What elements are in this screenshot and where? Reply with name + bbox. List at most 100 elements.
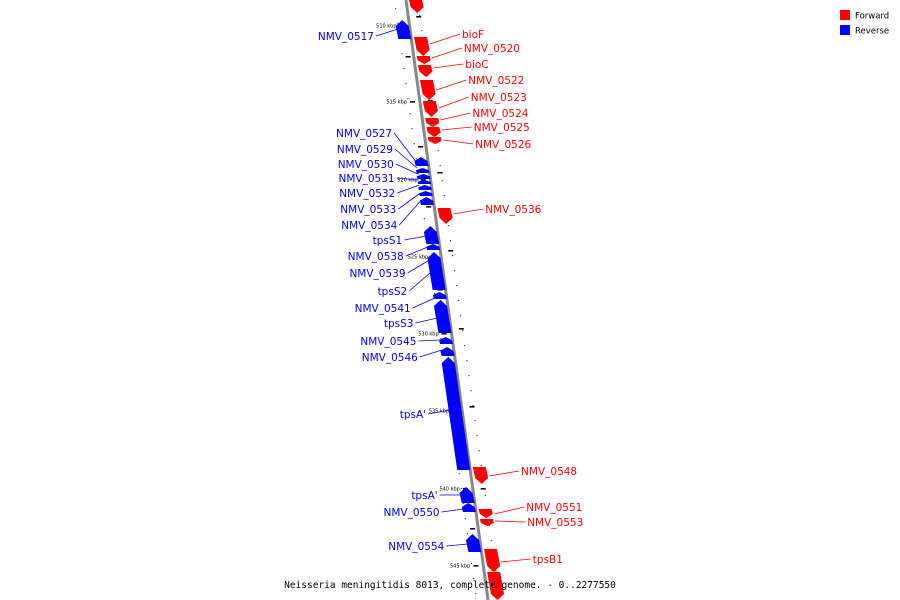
forward-gene [484, 549, 501, 572]
genes [395, 0, 504, 600]
kbp-tick [441, 333, 447, 335]
tick-dot [458, 300, 460, 302]
tick-dot [451, 255, 454, 257]
kbp-label: 525 kbp [408, 255, 428, 261]
leader-line [394, 148, 418, 169]
tick-dash [426, 206, 432, 208]
leader-line [438, 96, 469, 109]
gene-label: NMV_0538 [348, 251, 404, 263]
tick-dot [439, 165, 441, 167]
tick-dot [409, 113, 411, 115]
gene-label: bioF [462, 29, 484, 41]
forward-gene [416, 56, 431, 64]
leader-line [395, 163, 418, 175]
gene-label: NMV_0530 [338, 159, 394, 171]
gene-label: NMV_0533 [340, 204, 396, 216]
leader-line [436, 79, 467, 91]
tick-dot [478, 450, 480, 452]
tick-dot [395, 8, 397, 10]
leader-line [441, 508, 464, 513]
tick-dot [421, 30, 423, 32]
reverse-gene [426, 244, 441, 250]
gene-label: NMV_0527 [336, 128, 392, 140]
forward-gene [419, 80, 436, 100]
reverse-gene [415, 168, 430, 173]
leader-line [396, 177, 419, 181]
gene-label: NMV_0532 [339, 188, 395, 200]
legend-swatch [840, 10, 850, 20]
tick-dash [417, 146, 423, 148]
kbp-label: 510 kbp [376, 24, 396, 30]
tick-dash [405, 56, 411, 58]
tick-dot [466, 360, 468, 362]
leader-line [453, 208, 484, 215]
reverse-gene [418, 185, 432, 190]
tick-dash [448, 250, 454, 252]
tick-dot [472, 405, 474, 407]
legend-swatch [840, 25, 850, 35]
gene-label: NMV_0526 [475, 139, 531, 151]
tick-dot [415, 158, 417, 160]
gene-label: NMV_0520 [464, 43, 520, 55]
forward-gene [426, 127, 441, 137]
leader-line [404, 235, 427, 241]
tick-dot [474, 420, 476, 422]
gene-label: bioC [465, 59, 488, 71]
kbp-tick [420, 179, 426, 181]
tick-dash [437, 172, 443, 174]
tick-dot [494, 570, 497, 572]
gene-label: tpsA' [400, 409, 426, 421]
reverse-gene [459, 487, 475, 503]
kbp-label: 515 kbp [387, 100, 407, 106]
reverse-gene [432, 292, 447, 299]
leader-line [419, 349, 442, 358]
tick-dot [464, 345, 466, 347]
tick-dot [411, 128, 413, 130]
tick-dot [397, 23, 399, 25]
gene-label: NMV_0551 [526, 502, 582, 514]
tick-dot [460, 315, 462, 317]
tick-dot [488, 525, 490, 527]
forward-gene [414, 37, 430, 56]
gene-label: tpsB1 [533, 554, 563, 566]
gene-label: NMV_0534 [341, 220, 397, 232]
tick-dot [443, 195, 445, 197]
legend-label: Forward [855, 12, 889, 22]
tick-dot [437, 150, 439, 152]
leader-line [407, 259, 430, 274]
forward-gene [422, 101, 438, 117]
leader-line [393, 132, 417, 163]
tick-dot [462, 330, 464, 332]
forward-gene [427, 137, 442, 144]
reverse-gene [419, 197, 435, 205]
gene-label: NMV_0525 [474, 122, 530, 134]
kbp-tick [409, 101, 415, 103]
tick-dot [440, 338, 442, 340]
gene-label: tpsS1 [373, 235, 403, 247]
reverse-gene [414, 157, 429, 166]
tick-dot [476, 435, 478, 437]
gene-label: NMV_0517 [318, 31, 374, 43]
leader-line [397, 184, 420, 194]
tick-dot [455, 285, 458, 287]
tick-dash [480, 488, 486, 490]
forward-gene [409, 0, 424, 13]
forward-gene [479, 519, 494, 526]
tick-dot [419, 15, 421, 17]
reverse-gene [465, 534, 482, 552]
reverse-gene [461, 503, 476, 512]
tick-dot [447, 225, 449, 227]
leader-line [405, 246, 428, 257]
leader-line [408, 271, 432, 292]
reverse-gene [395, 20, 412, 39]
tick-dot [403, 68, 405, 70]
tick-dot [413, 143, 415, 145]
leader-line [446, 543, 469, 547]
tick-dash [416, 16, 422, 18]
reverse-gene [427, 252, 446, 290]
tick-dot [449, 240, 452, 242]
gene-label: tpsS3 [384, 318, 414, 330]
tick-dot [470, 563, 473, 565]
gene-label: NMV_0529 [337, 144, 393, 156]
leader-line [495, 520, 526, 523]
